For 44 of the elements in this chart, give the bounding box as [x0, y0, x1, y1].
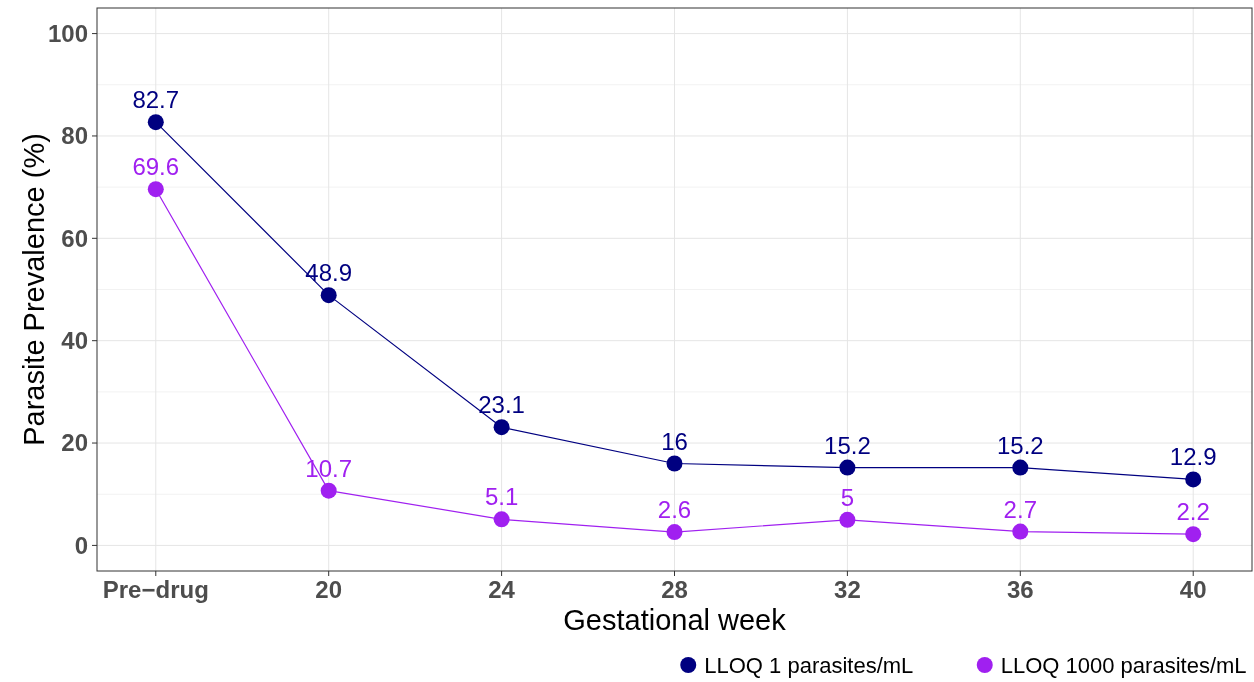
x-tick-label: 24: [488, 576, 516, 603]
legend-label: LLOQ 1 parasites/mL: [704, 652, 914, 678]
x-tick-label: 28: [661, 576, 688, 603]
point: [493, 419, 510, 436]
data-label: 16: [661, 427, 688, 455]
data-label: 15.2: [996, 431, 1044, 459]
point: [493, 511, 510, 528]
x-axis-title: Gestational week: [563, 604, 787, 636]
legend-label: LLOQ 1000 parasites/mL: [1000, 652, 1247, 678]
x-tick-label: 36: [1006, 576, 1034, 603]
data-label: 5: [840, 483, 855, 511]
point: [839, 459, 856, 476]
data-label: 48.9: [305, 259, 353, 287]
x-tick-label: Pre−drug: [102, 576, 209, 603]
point: [839, 511, 856, 528]
data-label: 23.1: [478, 391, 525, 419]
y-tick-label: 80: [61, 122, 88, 150]
point: [1012, 523, 1029, 540]
data-label: 15.2: [824, 431, 871, 459]
y-tick-label: 100: [47, 19, 88, 47]
point: [666, 524, 683, 541]
y-tick-label: 60: [61, 224, 88, 252]
y-tick-label: 20: [61, 429, 88, 457]
point: [320, 482, 337, 499]
y-tick-label: 40: [61, 327, 88, 355]
point: [320, 287, 337, 304]
point: [1185, 471, 1202, 488]
data-label: 2.2: [1176, 498, 1210, 526]
point: [147, 181, 164, 198]
x-tick-label: 20: [315, 576, 343, 603]
data-label: 69.6: [132, 153, 180, 181]
data-label: 5.1: [484, 483, 519, 511]
point: [1012, 459, 1029, 476]
y-axis-title: Parasite Prevalence (%): [18, 133, 50, 446]
y-tick-label: 0: [74, 531, 88, 559]
data-label: 2.6: [657, 496, 692, 524]
x-tick-label: 32: [834, 576, 861, 603]
point: [666, 455, 683, 472]
point: [147, 114, 164, 131]
x-tick-label: 40: [1179, 576, 1207, 603]
data-label: 82.7: [132, 86, 180, 114]
data-label: 2.7: [1003, 495, 1037, 523]
point: [1185, 526, 1202, 543]
data-label: 12.9: [1169, 443, 1217, 471]
